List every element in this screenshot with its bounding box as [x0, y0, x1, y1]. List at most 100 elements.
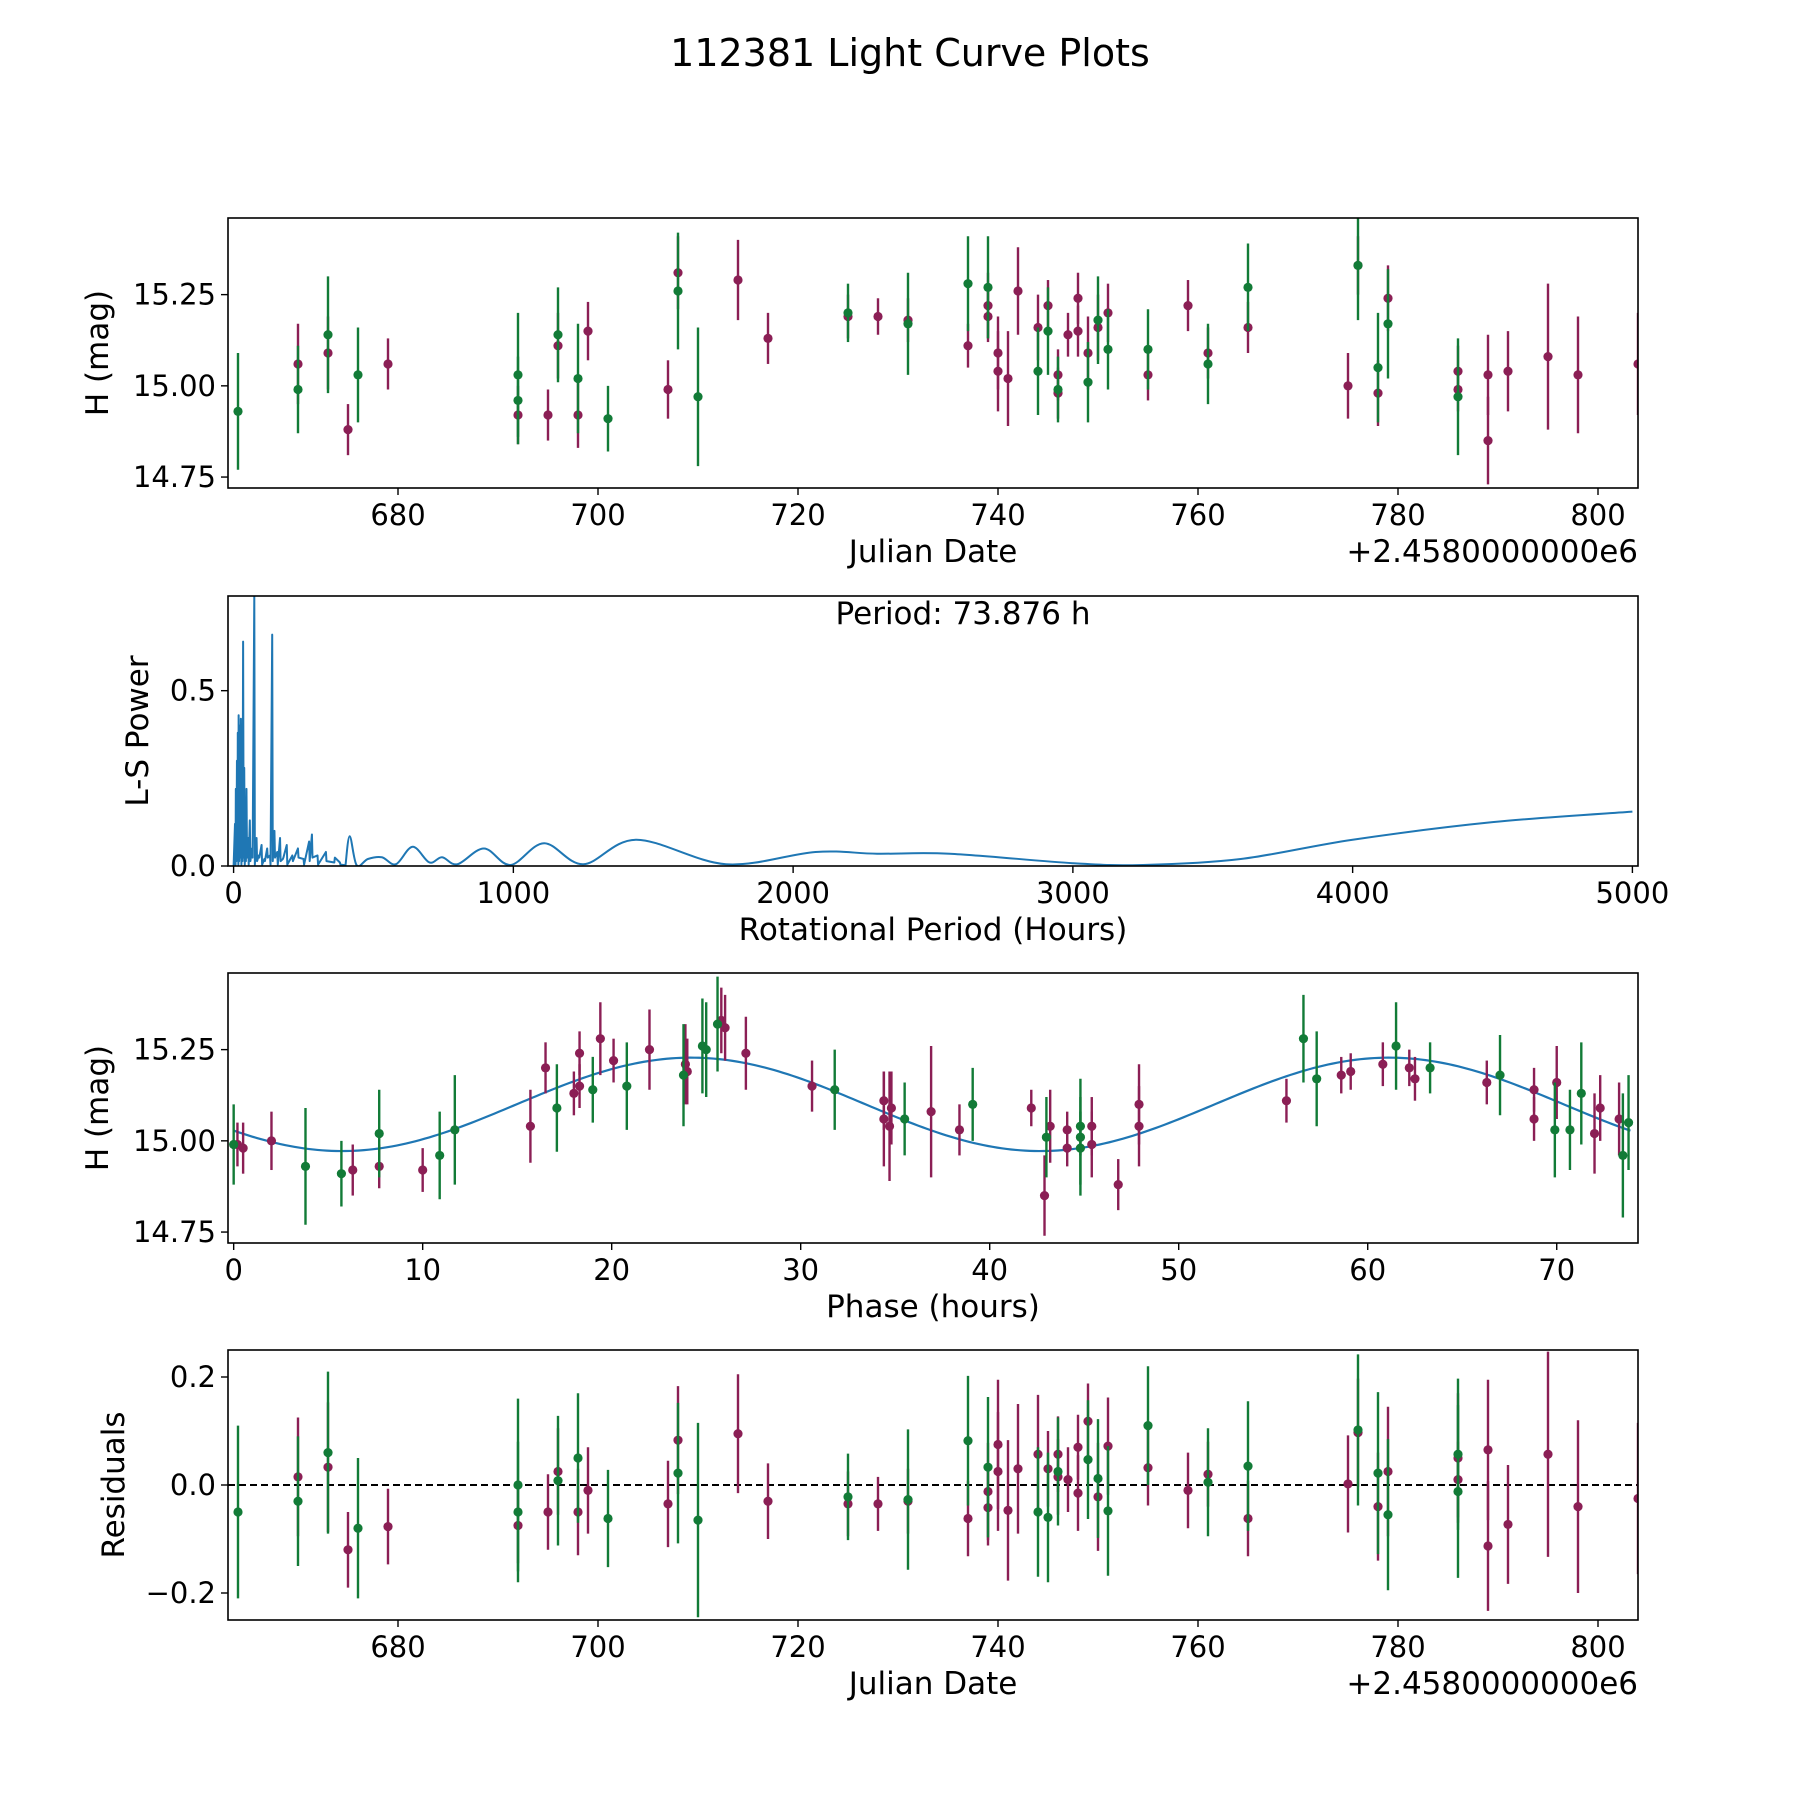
data-point: [733, 1429, 743, 1439]
data-point: [323, 1448, 333, 1458]
x-tick-label: 20: [593, 1253, 630, 1287]
x-tick-label: 2000: [756, 876, 830, 910]
residuals-ylabel: Residuals: [96, 1411, 132, 1558]
periodogram-ylabel: L-S Power: [120, 655, 156, 806]
data-point: [1013, 1464, 1023, 1474]
y-tick-label: 15.00: [133, 369, 216, 403]
data-point: [293, 384, 303, 395]
data-point: [418, 1165, 428, 1175]
data-point: [701, 1045, 711, 1055]
phased-panel: 0 10 20 30 40 50 60 70 14.75 15.00 15.25 Phase (ho…: [80, 972, 1639, 1325]
data-point: [873, 311, 883, 322]
data-point: [348, 1165, 358, 1175]
periodogram-panel: 0 1000 2000 3000 4000 5000 0.0 0.5 Period: 73.8…: [120, 595, 1669, 948]
data-point: [1543, 1449, 1553, 1459]
x-tick-label: 30: [782, 1253, 819, 1287]
data-point: [644, 1045, 655, 1055]
data-point: [1336, 1070, 1346, 1080]
periodogram-xlabel: Rotational Period (Hours): [739, 912, 1128, 948]
x-tick-label: 700: [570, 1630, 625, 1664]
data-point: [663, 1499, 673, 1509]
y-tick-label: 0.0: [170, 849, 216, 883]
data-point: [1063, 1475, 1073, 1485]
x-tick-label: 760: [1170, 1630, 1225, 1664]
data-point: [763, 333, 773, 344]
data-point: [968, 1099, 978, 1109]
data-point: [1618, 1150, 1628, 1161]
data-point: [1183, 300, 1193, 311]
data-point: [1033, 1507, 1043, 1517]
data-point: [1134, 1099, 1144, 1109]
data-point: [1343, 1479, 1353, 1489]
data-point: [343, 425, 353, 435]
lightcurve-ylabel: H (mag): [80, 290, 116, 416]
x-tick-label: 0: [224, 1253, 242, 1287]
data-point: [1483, 1541, 1493, 1551]
data-point: [603, 414, 613, 424]
data-point: [233, 1507, 243, 1517]
x-tick-label: 40: [971, 1253, 1008, 1287]
x-tick-label: 4000: [1316, 876, 1390, 910]
residuals-panel: 680 700 720 740 760 780 800 −0.2 0.0 0.2 Julian D…: [96, 1349, 1639, 1702]
data-point: [1103, 1506, 1113, 1516]
data-point: [963, 341, 973, 351]
data-point: [886, 1103, 897, 1113]
data-point: [1483, 370, 1493, 380]
residuals-xlabel: Julian Date: [847, 1666, 1018, 1702]
data-point: [1062, 1143, 1072, 1153]
data-point: [884, 1121, 895, 1131]
data-point: [673, 1468, 683, 1478]
data-point: [1053, 384, 1063, 395]
x-tick-label: 740: [970, 498, 1025, 532]
x-tick-label: 70: [1538, 1253, 1575, 1287]
data-point: [1312, 1074, 1322, 1084]
data-point: [238, 1143, 248, 1153]
data-point: [1053, 1466, 1063, 1477]
phased-ylabel: H (mag): [80, 1045, 116, 1171]
data-point: [1373, 362, 1383, 373]
data-point: [1298, 1034, 1309, 1044]
data-point: [1143, 1421, 1153, 1431]
data-point: [1543, 352, 1553, 362]
data-point: [1404, 1063, 1414, 1073]
data-point: [608, 1055, 619, 1066]
data-point: [1346, 1066, 1356, 1077]
data-point: [574, 1081, 585, 1091]
x-tick-label: 1000: [476, 876, 550, 910]
lightcurve-marks: [233, 218, 1638, 485]
data-point: [1573, 370, 1583, 380]
data-point: [1075, 1143, 1086, 1153]
data-point: [1483, 435, 1493, 446]
data-point: [540, 1063, 551, 1073]
phased-axes-frame: [227, 972, 1639, 1244]
data-point: [1576, 1088, 1586, 1099]
data-point: [233, 406, 243, 416]
data-point: [673, 286, 683, 296]
data-point: [1482, 1077, 1492, 1088]
x-tick-label: 680: [370, 1630, 425, 1664]
data-point: [693, 1515, 703, 1525]
data-point: [435, 1150, 445, 1161]
data-point: [1243, 1461, 1253, 1471]
data-point: [1033, 366, 1043, 376]
data-point: [1453, 1486, 1463, 1497]
lightcurve-xlabel: Julian Date: [847, 534, 1018, 570]
x-tick-label: 700: [570, 498, 625, 532]
phased-xlabel: Phase (hours): [826, 1289, 1040, 1325]
data-point: [678, 1070, 689, 1080]
phased-marks: [229, 976, 1634, 1236]
data-point: [1083, 1455, 1093, 1465]
data-point: [622, 1081, 632, 1091]
data-point: [1589, 1128, 1600, 1139]
data-point: [569, 1088, 579, 1099]
data-point: [1026, 1103, 1036, 1113]
data-point: [963, 279, 973, 289]
data-point: [1550, 1125, 1560, 1135]
y-tick-label: 0.2: [170, 1360, 216, 1394]
lightcurve-series-green: [233, 218, 1463, 470]
data-point: [1453, 392, 1463, 402]
y-tick-label: 0.0: [170, 1468, 216, 1502]
data-point: [353, 1523, 363, 1533]
x-tick-label: 680: [370, 498, 425, 532]
data-point: [693, 392, 703, 402]
